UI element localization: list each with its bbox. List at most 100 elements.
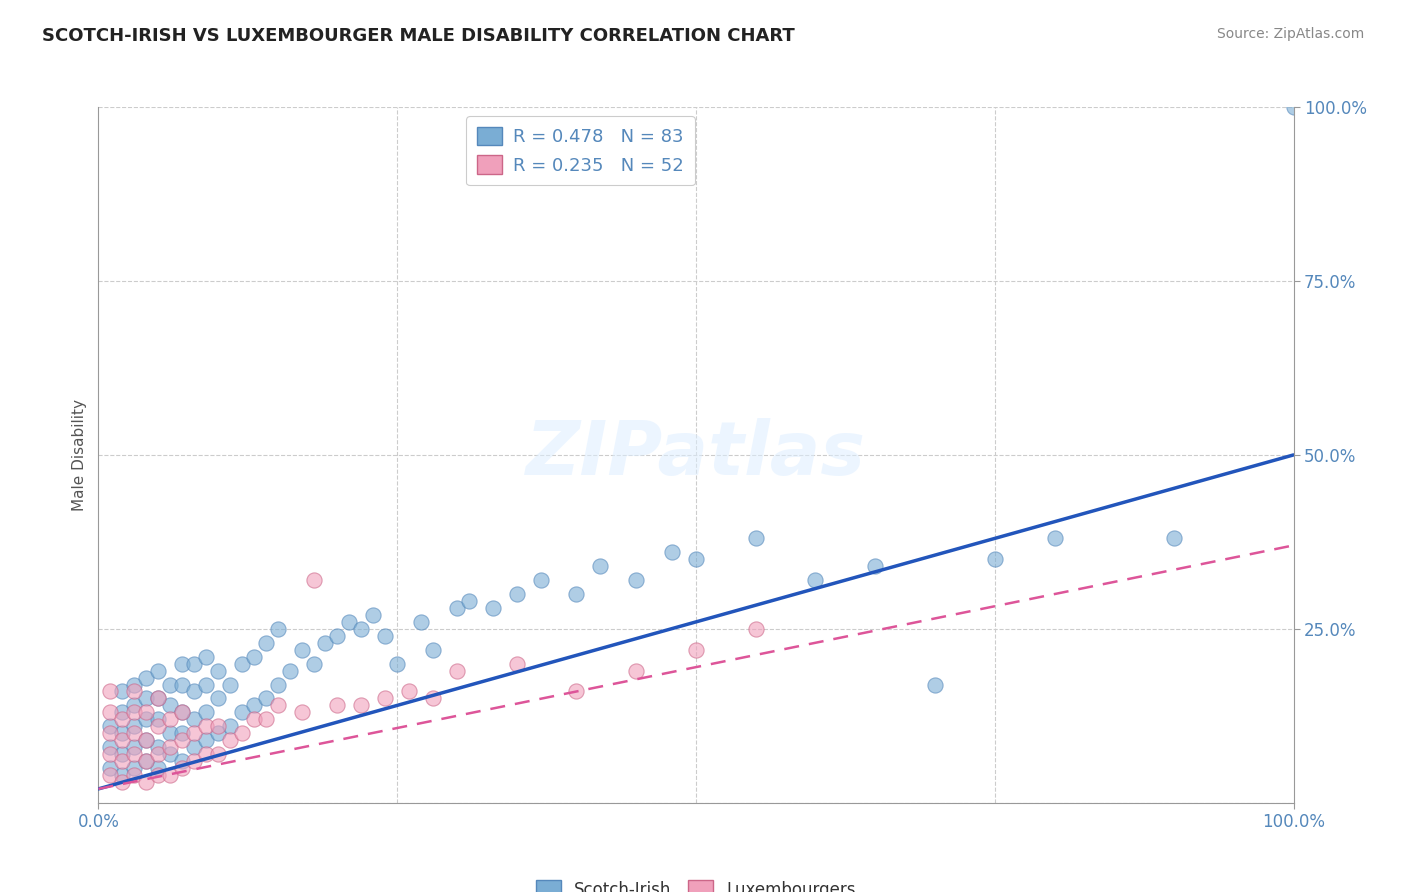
Point xyxy=(124,677,146,691)
Text: Source: ZipAtlas.com: Source: ZipAtlas.com xyxy=(1216,27,1364,41)
Point xyxy=(98,706,122,720)
Point xyxy=(565,684,588,698)
Point xyxy=(98,761,122,775)
Point xyxy=(254,712,277,726)
Point xyxy=(148,691,170,706)
Point xyxy=(111,775,134,789)
Point xyxy=(135,733,157,747)
Point xyxy=(685,642,707,657)
Point xyxy=(148,664,170,678)
Point xyxy=(231,657,253,671)
Point xyxy=(148,761,170,775)
Point xyxy=(745,622,768,636)
Point xyxy=(172,754,194,768)
Point xyxy=(98,747,122,761)
Point xyxy=(291,706,314,720)
Point xyxy=(363,607,385,622)
Point xyxy=(98,684,122,698)
Point xyxy=(326,698,349,713)
Point xyxy=(148,712,170,726)
Point xyxy=(804,573,827,587)
Point xyxy=(267,677,290,691)
Point xyxy=(172,677,194,691)
Point xyxy=(374,691,396,706)
Point xyxy=(159,740,181,755)
Point xyxy=(148,747,170,761)
Point xyxy=(124,768,146,782)
Point xyxy=(194,747,218,761)
Point xyxy=(111,733,134,747)
Point xyxy=(183,726,205,740)
Point xyxy=(291,642,314,657)
Point xyxy=(194,733,218,747)
Point xyxy=(231,726,253,740)
Point xyxy=(219,733,242,747)
Point xyxy=(1043,532,1066,546)
Point xyxy=(374,629,396,643)
Point xyxy=(863,559,887,574)
Point xyxy=(135,733,157,747)
Point xyxy=(254,636,277,650)
Point xyxy=(135,706,157,720)
Point xyxy=(111,684,134,698)
Point xyxy=(124,684,146,698)
Point xyxy=(315,636,337,650)
Point xyxy=(124,706,146,720)
Point xyxy=(207,664,229,678)
Point xyxy=(172,706,194,720)
Point xyxy=(98,740,122,755)
Point xyxy=(172,733,194,747)
Point xyxy=(111,754,134,768)
Point xyxy=(194,706,218,720)
Point xyxy=(194,719,218,733)
Point xyxy=(135,775,157,789)
Point xyxy=(159,698,181,713)
Point xyxy=(172,657,194,671)
Point xyxy=(111,768,134,782)
Point xyxy=(446,601,468,615)
Point xyxy=(183,740,205,755)
Point xyxy=(98,768,122,782)
Point xyxy=(589,559,612,574)
Point xyxy=(159,726,181,740)
Point xyxy=(984,552,1007,566)
Point xyxy=(135,712,157,726)
Point xyxy=(124,719,146,733)
Text: SCOTCH-IRISH VS LUXEMBOURGER MALE DISABILITY CORRELATION CHART: SCOTCH-IRISH VS LUXEMBOURGER MALE DISABI… xyxy=(42,27,794,45)
Point xyxy=(278,664,301,678)
Point xyxy=(111,706,134,720)
Point xyxy=(135,691,157,706)
Point xyxy=(745,532,768,546)
Point xyxy=(411,615,433,629)
Y-axis label: Male Disability: Male Disability xyxy=(72,399,87,511)
Point xyxy=(254,691,277,706)
Point xyxy=(207,691,229,706)
Point xyxy=(385,657,409,671)
Legend: Scotch-Irish, Luxembourgers: Scotch-Irish, Luxembourgers xyxy=(529,874,863,892)
Point xyxy=(685,552,707,566)
Point xyxy=(135,754,157,768)
Point xyxy=(207,719,229,733)
Point xyxy=(124,726,146,740)
Point xyxy=(135,671,157,685)
Point xyxy=(172,706,194,720)
Point xyxy=(148,719,170,733)
Point xyxy=(481,601,505,615)
Point xyxy=(529,573,551,587)
Point xyxy=(207,726,229,740)
Point xyxy=(506,587,529,601)
Point xyxy=(350,698,373,713)
Point xyxy=(207,747,229,761)
Point xyxy=(422,642,444,657)
Point xyxy=(350,622,373,636)
Point xyxy=(219,719,242,733)
Point xyxy=(231,706,253,720)
Point xyxy=(148,691,170,706)
Point xyxy=(924,677,946,691)
Point xyxy=(626,573,648,587)
Point xyxy=(626,664,648,678)
Point xyxy=(98,719,122,733)
Point xyxy=(661,545,683,559)
Point xyxy=(302,657,325,671)
Point xyxy=(1282,100,1305,114)
